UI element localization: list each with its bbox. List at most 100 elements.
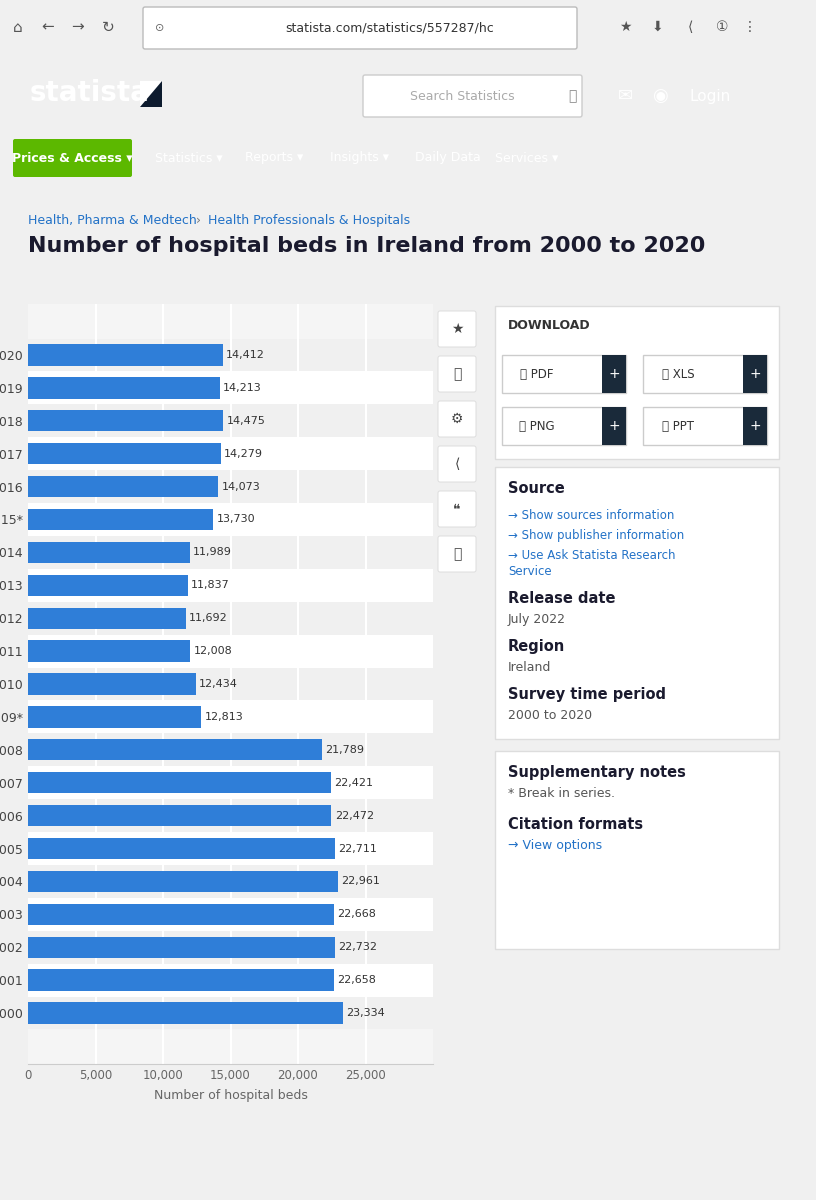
Bar xyxy=(28,865,433,898)
Text: 📄 PDF: 📄 PDF xyxy=(521,367,554,380)
Bar xyxy=(28,904,334,925)
Bar xyxy=(140,80,162,107)
Text: 22,668: 22,668 xyxy=(337,910,376,919)
Text: 14,412: 14,412 xyxy=(226,350,265,360)
Bar xyxy=(28,601,433,635)
Text: 🔍: 🔍 xyxy=(568,89,576,103)
Bar xyxy=(28,569,433,601)
Bar xyxy=(28,404,433,437)
Bar xyxy=(28,372,433,404)
FancyBboxPatch shape xyxy=(363,74,582,116)
Bar xyxy=(28,739,322,761)
Bar xyxy=(28,470,433,503)
Text: Services ▾: Services ▾ xyxy=(495,151,558,164)
Text: Insights ▾: Insights ▾ xyxy=(330,151,389,164)
Text: 11,837: 11,837 xyxy=(191,581,230,590)
Bar xyxy=(28,673,196,695)
FancyBboxPatch shape xyxy=(438,356,476,392)
Text: * Break in series.: * Break in series. xyxy=(508,787,615,800)
FancyBboxPatch shape xyxy=(495,751,779,949)
Bar xyxy=(28,931,433,964)
Bar xyxy=(28,898,433,931)
Text: 22,658: 22,658 xyxy=(337,976,376,985)
Text: Survey time period: Survey time period xyxy=(508,686,666,702)
Text: Reports ▾: Reports ▾ xyxy=(245,151,304,164)
FancyBboxPatch shape xyxy=(143,7,577,49)
Text: 21,789: 21,789 xyxy=(326,745,365,755)
Bar xyxy=(28,443,221,464)
Text: Source: Source xyxy=(508,481,565,496)
Text: 📄 PPT: 📄 PPT xyxy=(662,420,694,432)
FancyBboxPatch shape xyxy=(502,355,626,392)
Text: statista: statista xyxy=(30,79,150,107)
Bar xyxy=(28,767,433,799)
Text: +: + xyxy=(608,419,620,433)
Text: 22,732: 22,732 xyxy=(339,942,377,953)
Text: ⋮: ⋮ xyxy=(743,20,757,34)
Text: +: + xyxy=(749,367,761,382)
FancyBboxPatch shape xyxy=(602,355,626,392)
Text: 14,475: 14,475 xyxy=(227,415,266,426)
Text: Release date: Release date xyxy=(508,590,615,606)
Bar xyxy=(28,805,331,827)
Text: ✉: ✉ xyxy=(618,86,632,104)
Bar xyxy=(28,970,334,991)
Text: 14,073: 14,073 xyxy=(221,481,260,492)
Text: ◉: ◉ xyxy=(652,86,667,104)
Bar xyxy=(28,503,433,536)
Text: Service: Service xyxy=(508,565,552,578)
FancyBboxPatch shape xyxy=(438,491,476,527)
Text: July 2022: July 2022 xyxy=(508,613,566,626)
Text: +: + xyxy=(608,367,620,382)
Text: ›: › xyxy=(196,214,201,227)
Bar xyxy=(28,541,190,563)
Text: ←: ← xyxy=(42,19,55,35)
Text: Region: Region xyxy=(508,638,565,654)
FancyBboxPatch shape xyxy=(438,536,476,572)
Bar xyxy=(28,707,201,727)
Bar xyxy=(28,733,433,767)
Text: → View options: → View options xyxy=(508,839,602,852)
Bar xyxy=(28,964,433,996)
Bar xyxy=(28,410,224,432)
Text: → Show publisher information: → Show publisher information xyxy=(508,529,685,542)
Text: Search Statistics: Search Statistics xyxy=(410,90,514,102)
FancyBboxPatch shape xyxy=(495,467,779,739)
Bar xyxy=(28,871,338,892)
Bar xyxy=(28,635,433,667)
Text: 22,961: 22,961 xyxy=(341,876,380,887)
Bar xyxy=(28,344,223,366)
Bar xyxy=(28,772,330,793)
Text: 📄 PNG: 📄 PNG xyxy=(519,420,555,432)
Text: 🖨: 🖨 xyxy=(453,547,461,560)
Bar xyxy=(28,536,433,569)
Text: Statistics ▾: Statistics ▾ xyxy=(155,151,223,164)
Text: ⟨: ⟨ xyxy=(687,20,693,34)
Text: 🔔: 🔔 xyxy=(453,367,461,382)
FancyBboxPatch shape xyxy=(643,407,767,445)
X-axis label: Number of hospital beds: Number of hospital beds xyxy=(153,1088,308,1102)
Bar xyxy=(28,437,433,470)
Text: ❝: ❝ xyxy=(453,502,461,516)
Text: 📄 XLS: 📄 XLS xyxy=(662,367,694,380)
Text: Citation formats: Citation formats xyxy=(508,817,643,832)
Text: 11,989: 11,989 xyxy=(193,547,232,557)
FancyBboxPatch shape xyxy=(743,355,767,392)
Text: Number of hospital beds in Ireland from 2000 to 2020: Number of hospital beds in Ireland from … xyxy=(28,236,705,256)
Bar xyxy=(28,936,335,958)
Text: Login: Login xyxy=(690,89,730,103)
Text: ⬇: ⬇ xyxy=(651,20,663,34)
Text: 23,334: 23,334 xyxy=(346,1008,385,1018)
Bar xyxy=(28,607,186,629)
FancyBboxPatch shape xyxy=(743,407,767,445)
Text: Health, Pharma & Medtech: Health, Pharma & Medtech xyxy=(28,214,197,227)
Bar xyxy=(28,838,335,859)
Text: 12,813: 12,813 xyxy=(204,712,243,722)
Bar xyxy=(28,338,433,372)
Text: 2000 to 2020: 2000 to 2020 xyxy=(508,709,592,722)
Text: statista.com/statistics/557287/hc: statista.com/statistics/557287/hc xyxy=(286,22,494,35)
Text: ⚙: ⚙ xyxy=(450,412,463,426)
FancyBboxPatch shape xyxy=(602,407,626,445)
Text: →: → xyxy=(72,19,84,35)
Bar xyxy=(28,377,220,398)
